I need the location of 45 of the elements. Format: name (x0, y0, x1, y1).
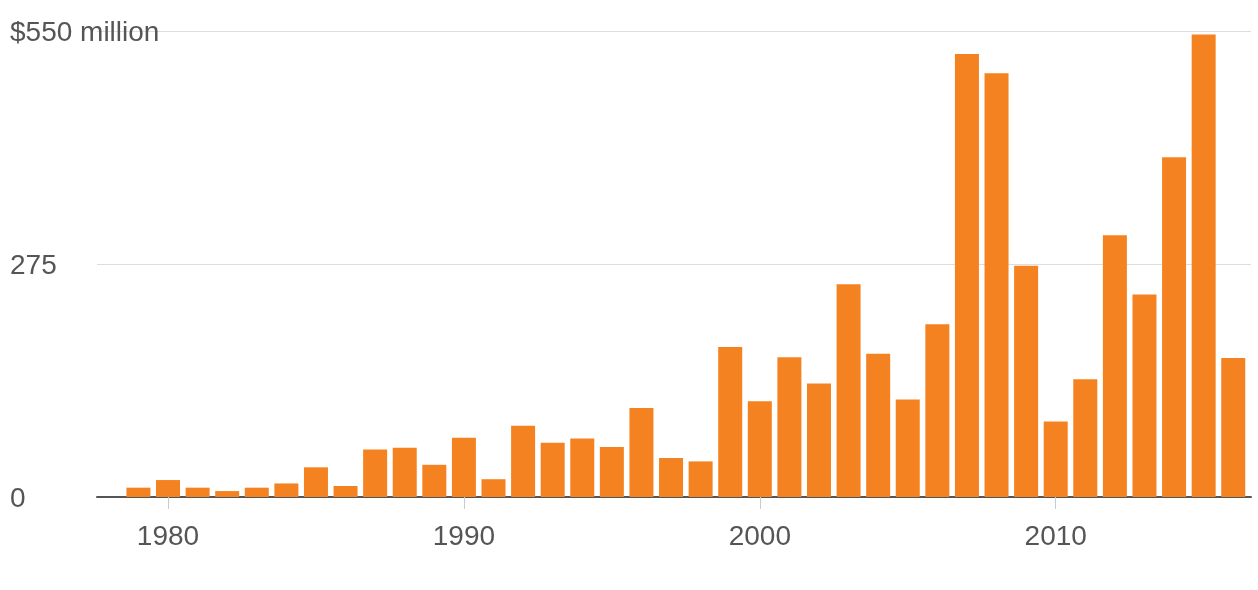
bar (1162, 157, 1187, 497)
x-tick-label: 1990 (432, 519, 496, 551)
bar (540, 442, 565, 497)
bar (659, 458, 684, 497)
bar (185, 487, 210, 497)
x-tick-label: 2010 (1024, 519, 1087, 551)
bar (511, 425, 536, 497)
bar (570, 438, 595, 497)
x-tick-label: 1980 (136, 519, 200, 551)
bar (1132, 294, 1157, 497)
x-tick-label: 2000 (728, 519, 791, 551)
bar (333, 485, 358, 497)
bar (274, 483, 299, 497)
bar (777, 357, 802, 497)
bar (215, 491, 240, 497)
bar (392, 447, 417, 497)
bar (422, 464, 447, 497)
bar (1221, 358, 1246, 497)
bar (451, 437, 476, 497)
bar (1043, 421, 1068, 497)
y-tick-label: 275 (10, 248, 57, 280)
bar (363, 449, 388, 497)
bar (1073, 379, 1098, 497)
bar (1014, 265, 1039, 497)
bar (747, 401, 772, 497)
bar (244, 487, 269, 497)
y-tick-label: $550 million (10, 15, 160, 47)
bar (481, 479, 506, 497)
bar (836, 284, 861, 497)
bar (629, 408, 654, 497)
bar (806, 383, 831, 497)
bar (1191, 34, 1216, 497)
bar (126, 487, 151, 497)
bar (599, 447, 624, 497)
bar (303, 467, 328, 497)
bar (895, 399, 920, 497)
bar (984, 73, 1009, 497)
bar (718, 347, 743, 497)
bar (1102, 235, 1127, 497)
y-tick-label: 0 (10, 481, 26, 513)
bar (688, 461, 713, 497)
bar (954, 53, 979, 497)
bar (866, 353, 891, 497)
bar (156, 480, 181, 497)
bar (925, 324, 950, 497)
